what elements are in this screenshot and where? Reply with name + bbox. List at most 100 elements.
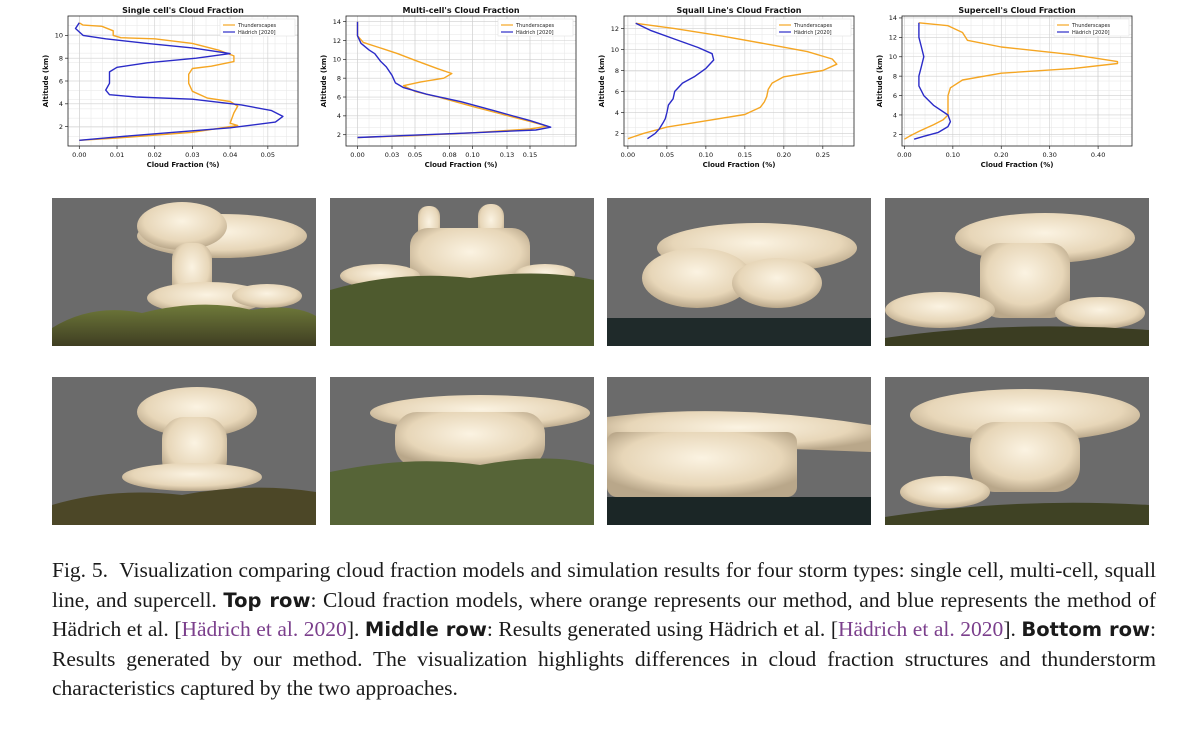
series-line xyxy=(627,22,838,140)
y-tick-label: 14 xyxy=(333,18,341,26)
chart-squall-line: Squall Line's Cloud Fraction 0.00 0.05 0.10… xyxy=(576,2,861,174)
render-supercell-hadrich xyxy=(885,198,1149,346)
series-line xyxy=(78,22,239,141)
series-line xyxy=(635,22,715,140)
y-tick-label: 6 xyxy=(615,88,619,96)
chart-grid xyxy=(346,16,576,146)
legend-label: Thunderscapes xyxy=(237,23,277,29)
x-axis-label: Cloud Fraction (%) xyxy=(147,161,220,169)
y-tick-label: 10 xyxy=(611,46,619,54)
y-tick-label: 8 xyxy=(893,72,897,80)
legend-label: Hädrich [2020] xyxy=(1072,30,1110,36)
x-tick-label: 0.02 xyxy=(147,151,161,159)
x-tick-label: 0.08 xyxy=(442,151,456,159)
x-axis-label: Cloud Fraction (%) xyxy=(425,161,498,169)
x-tick-label: 0.10 xyxy=(946,151,960,159)
y-tick-label: 12 xyxy=(889,34,897,42)
citation-link[interactable]: Hädrich et al. 2020 xyxy=(181,617,347,641)
y-axis-label: Altitude (km) xyxy=(876,55,884,107)
plot-frame xyxy=(67,15,299,147)
render-supercell-ours xyxy=(885,377,1149,525)
y-axis-label: Altitude (km) xyxy=(598,55,606,107)
render-squall-line-ours xyxy=(607,377,871,525)
x-tick-label: 0.10 xyxy=(465,151,479,159)
plot-frame xyxy=(901,15,1133,147)
x-tick-label: 0.25 xyxy=(816,151,830,159)
render-multi-cell-ours xyxy=(330,377,594,525)
x-tick-label: 0.00 xyxy=(621,151,635,159)
y-tick-label: 2 xyxy=(615,130,619,138)
chart-single-cell: Single cell's Cloud Fraction 0.00 0.01 0.02… xyxy=(20,2,305,174)
middle-row-end: ]. xyxy=(1003,617,1016,641)
legend-label: Thunderscapes xyxy=(515,23,555,29)
x-axis-label: Cloud Fraction (%) xyxy=(981,161,1054,169)
x-tick-label: 0.00 xyxy=(350,151,364,159)
y-tick-label: 4 xyxy=(59,100,63,108)
y-tick-label: 10 xyxy=(55,32,63,40)
x-tick-label: 0.10 xyxy=(699,151,713,159)
fig-label: Fig. 5. xyxy=(52,558,109,582)
chart-supercell: Supercell's Cloud Fraction 0.00 0.10 0.20 0.… xyxy=(854,2,1139,174)
y-tick-label: 4 xyxy=(893,111,897,119)
x-tick-label: 0.20 xyxy=(994,151,1008,159)
y-tick-label: 6 xyxy=(893,92,897,100)
y-tick-label: 4 xyxy=(615,109,619,117)
y-tick-label: 6 xyxy=(59,77,63,85)
x-tick-label: 0.03 xyxy=(185,151,199,159)
bottom-row-heading: Bottom row xyxy=(1021,618,1151,641)
y-tick-label: 12 xyxy=(333,37,341,45)
y-tick-label: 8 xyxy=(615,67,619,75)
y-tick-label: 4 xyxy=(337,112,341,120)
chart-multi-cell: Multi-cell's Cloud Fraction 0.00 0.03 0.05 0… xyxy=(298,2,583,174)
legend-label: Thunderscapes xyxy=(1071,23,1111,29)
chart-title: Supercell's Cloud Fraction xyxy=(958,6,1076,15)
x-tick-label: 0.00 xyxy=(897,151,911,159)
y-tick-label: 14 xyxy=(889,14,897,22)
y-axis-label: Altitude (km) xyxy=(320,55,328,107)
x-tick-label: 0.05 xyxy=(261,151,275,159)
x-tick-label: 0.13 xyxy=(500,151,514,159)
citation-link[interactable]: Hädrich et al. 2020 xyxy=(837,617,1004,641)
legend-label: Hädrich [2020] xyxy=(516,30,554,36)
plot-frame xyxy=(345,15,577,147)
y-tick-label: 2 xyxy=(893,131,897,139)
x-tick-label: 0.15 xyxy=(738,151,752,159)
x-tick-label: 0.01 xyxy=(110,151,124,159)
x-axis-label: Cloud Fraction (%) xyxy=(703,161,776,169)
series-line xyxy=(356,21,549,139)
series-line xyxy=(913,22,952,140)
chart-grid xyxy=(902,16,1132,146)
series-line xyxy=(356,21,552,139)
plot-frame xyxy=(623,15,855,147)
y-tick-label: 8 xyxy=(59,54,63,62)
middle-row-heading: Middle row xyxy=(364,618,487,641)
chart-title: Squall Line's Cloud Fraction xyxy=(677,6,802,15)
render-single-cell-hadrich xyxy=(52,198,316,346)
y-axis-label: Altitude (km) xyxy=(42,55,50,107)
legend-label: Hädrich [2020] xyxy=(238,30,276,36)
x-tick-label: 0.40 xyxy=(1091,151,1105,159)
series-line xyxy=(74,22,284,141)
chart-title: Single cell's Cloud Fraction xyxy=(122,6,244,15)
x-tick-label: 0.04 xyxy=(223,151,237,159)
top-row-end: ]. xyxy=(346,617,360,641)
y-tick-label: 12 xyxy=(611,25,619,33)
render-single-cell-ours xyxy=(52,377,316,525)
y-tick-label: 10 xyxy=(333,56,341,64)
figure-caption: Fig. 5. Visualization comparing cloud fr… xyxy=(52,556,1156,704)
y-tick-label: 8 xyxy=(337,74,341,82)
bottom-row-text: : Results generated by our method. The v… xyxy=(52,617,1157,700)
middle-row-text: : Results generated using Hädrich et al.… xyxy=(486,617,838,641)
top-row-text: : Cloud fraction models, where orange re… xyxy=(52,587,1156,642)
legend-label: Hädrich [2020] xyxy=(794,30,832,36)
top-row-heading: Top row xyxy=(223,588,311,612)
caption-intro: Visualization comparing cloud fraction m… xyxy=(52,558,1156,612)
series-line xyxy=(904,22,1119,140)
render-multi-cell-hadrich xyxy=(330,198,594,346)
x-tick-label: 0.20 xyxy=(777,151,791,159)
render-squall-line-hadrich xyxy=(607,198,871,346)
